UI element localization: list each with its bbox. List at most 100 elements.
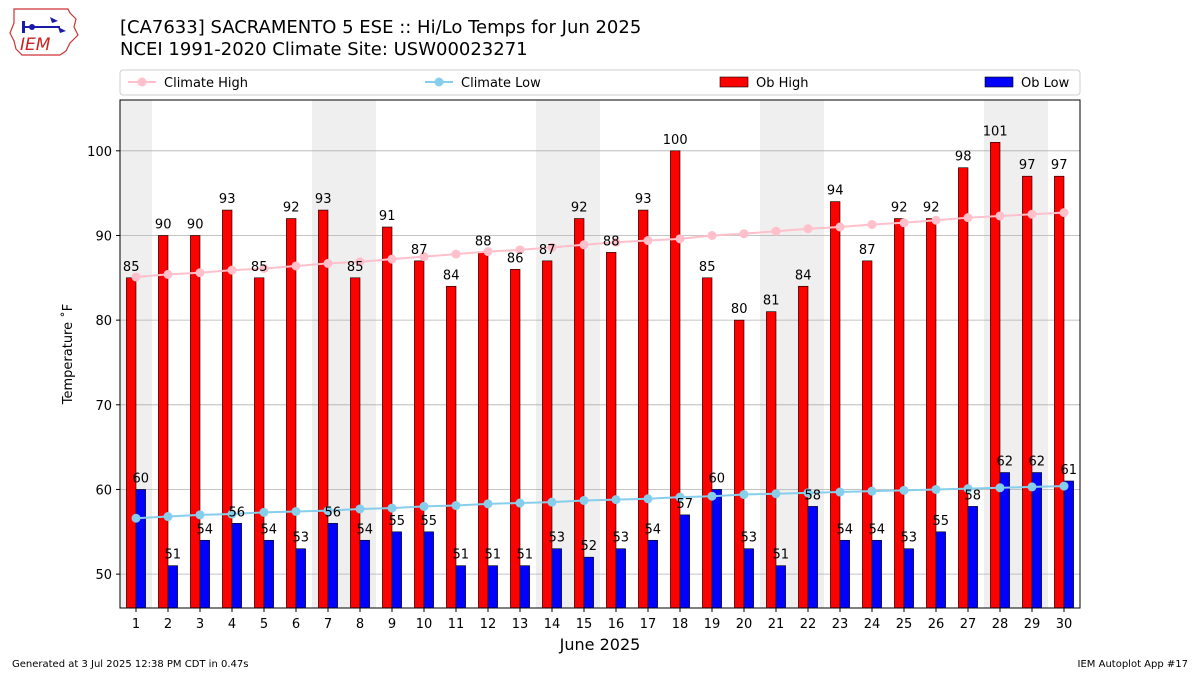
ob-high-label: 91: [379, 209, 396, 224]
legend-climate-low-label: Climate Low: [461, 76, 541, 91]
x-tick-label: 13: [512, 617, 529, 632]
ob-low-bar: [967, 506, 978, 609]
ob-high-bar: [638, 209, 649, 609]
climate-low-point: [483, 499, 493, 509]
ob-high-bar: [190, 235, 201, 609]
climate-high-point: [931, 215, 941, 225]
ob-high-bar: [670, 150, 681, 609]
y-tick-label: 80: [95, 314, 112, 329]
ob-low-bar: [487, 565, 498, 609]
x-tick-label: 17: [640, 617, 657, 632]
x-tick-label: 3: [196, 617, 204, 632]
ob-low-label: 58: [805, 488, 822, 503]
ob-high-label: 94: [827, 184, 844, 199]
x-tick-label: 29: [1024, 617, 1041, 632]
climate-low-point: [771, 489, 781, 499]
ob-high-bar: [862, 260, 873, 609]
ob-high-label: 85: [123, 260, 140, 275]
ob-low-bar: [871, 539, 882, 609]
x-tick-label: 4: [228, 617, 236, 632]
ob-low-bar: [359, 539, 370, 609]
ob-low-label: 51: [453, 548, 470, 563]
ob-low-bar: [263, 539, 274, 609]
ob-high-label: 84: [795, 268, 812, 283]
ob-high-bar: [318, 209, 329, 609]
generated-timestamp: Generated at 3 Jul 2025 12:38 PM CDT in …: [12, 659, 249, 670]
legend-ob-high-swatch: [719, 76, 749, 88]
climate-high-point: [707, 230, 717, 240]
ob-high-label: 85: [347, 260, 364, 275]
ob-low-label: 55: [933, 514, 950, 529]
ob-low-label: 53: [549, 531, 566, 546]
ob-low-label: 61: [1061, 463, 1078, 478]
ob-low-label: 54: [645, 522, 662, 537]
ob-high-label: 92: [923, 201, 940, 216]
ob-high-label: 90: [187, 217, 204, 232]
x-tick-label: 22: [800, 617, 817, 632]
climate-high-point: [483, 247, 493, 257]
legend-climate-low-marker: [434, 77, 444, 87]
ob-low-label: 53: [613, 531, 630, 546]
ob-low-bar: [423, 531, 434, 609]
ob-high-label: 81: [763, 294, 780, 309]
ob-low-bar: [135, 489, 146, 609]
climate-low-point: [163, 512, 173, 522]
climate-low-point: [323, 506, 333, 516]
ob-low-label: 57: [677, 497, 694, 512]
ob-low-bar: [231, 523, 242, 609]
ob-high-label: 100: [663, 133, 688, 148]
ob-low-label: 53: [901, 531, 918, 546]
x-tick-label: 16: [608, 617, 625, 632]
climate-low-point: [963, 484, 973, 494]
ob-high-label: 97: [1051, 158, 1068, 173]
climate-high-point: [259, 263, 269, 273]
climate-low-point: [131, 513, 141, 523]
ob-low-label: 60: [709, 471, 726, 486]
ob-high-bar: [734, 319, 745, 609]
climate-low-point: [643, 494, 653, 504]
ob-low-bar: [199, 539, 210, 609]
climate-low-point: [1059, 481, 1069, 491]
legend-ob-high-label: Ob High: [756, 76, 809, 91]
x-tick-label: 8: [356, 617, 364, 632]
climate-high-point: [355, 257, 365, 267]
chart-title: [CA7633] SACRAMENTO 5 ESE :: Hi/Lo Temps…: [120, 17, 642, 38]
climate-low-point: [1027, 482, 1037, 492]
climate-high-point: [739, 229, 749, 239]
legend-climate-high-marker: [137, 77, 147, 87]
ob-low-label: 54: [261, 522, 278, 537]
iem-logo-text: IEM: [20, 35, 51, 55]
ob-low-label: 53: [741, 531, 758, 546]
ob-high-label: 93: [219, 192, 236, 207]
climate-high-point: [771, 226, 781, 236]
climate-low-point: [899, 485, 909, 495]
climate-low-point: [867, 486, 877, 496]
ob-high-bar: [414, 260, 425, 609]
x-tick-label: 1: [132, 617, 140, 632]
x-tick-label: 11: [448, 617, 465, 632]
ob-low-label: 51: [165, 548, 182, 563]
climate-low-point: [995, 483, 1005, 493]
climate-low-point: [803, 488, 813, 498]
ob-high-label: 84: [443, 268, 460, 283]
ob-high-bar: [798, 285, 809, 609]
climate-low-point: [451, 501, 461, 511]
ob-low-bar: [839, 539, 850, 609]
climate-high-point: [547, 242, 557, 252]
x-tick-label: 26: [928, 617, 945, 632]
climate-low-point: [355, 504, 365, 514]
y-tick-label: 100: [87, 145, 112, 160]
x-tick-label: 27: [960, 617, 977, 632]
climate-high-point: [1027, 209, 1037, 219]
ob-high-label: 88: [475, 234, 492, 249]
climate-high-point: [675, 234, 685, 244]
climate-high-point: [451, 249, 461, 259]
climate-high-point: [643, 236, 653, 246]
climate-high-point: [835, 222, 845, 232]
x-tick-label: 21: [768, 617, 785, 632]
ob-high-bar: [1022, 175, 1033, 609]
ob-high-bar: [894, 218, 905, 609]
climate-high-point: [163, 269, 173, 279]
ob-low-label: 56: [229, 505, 246, 520]
